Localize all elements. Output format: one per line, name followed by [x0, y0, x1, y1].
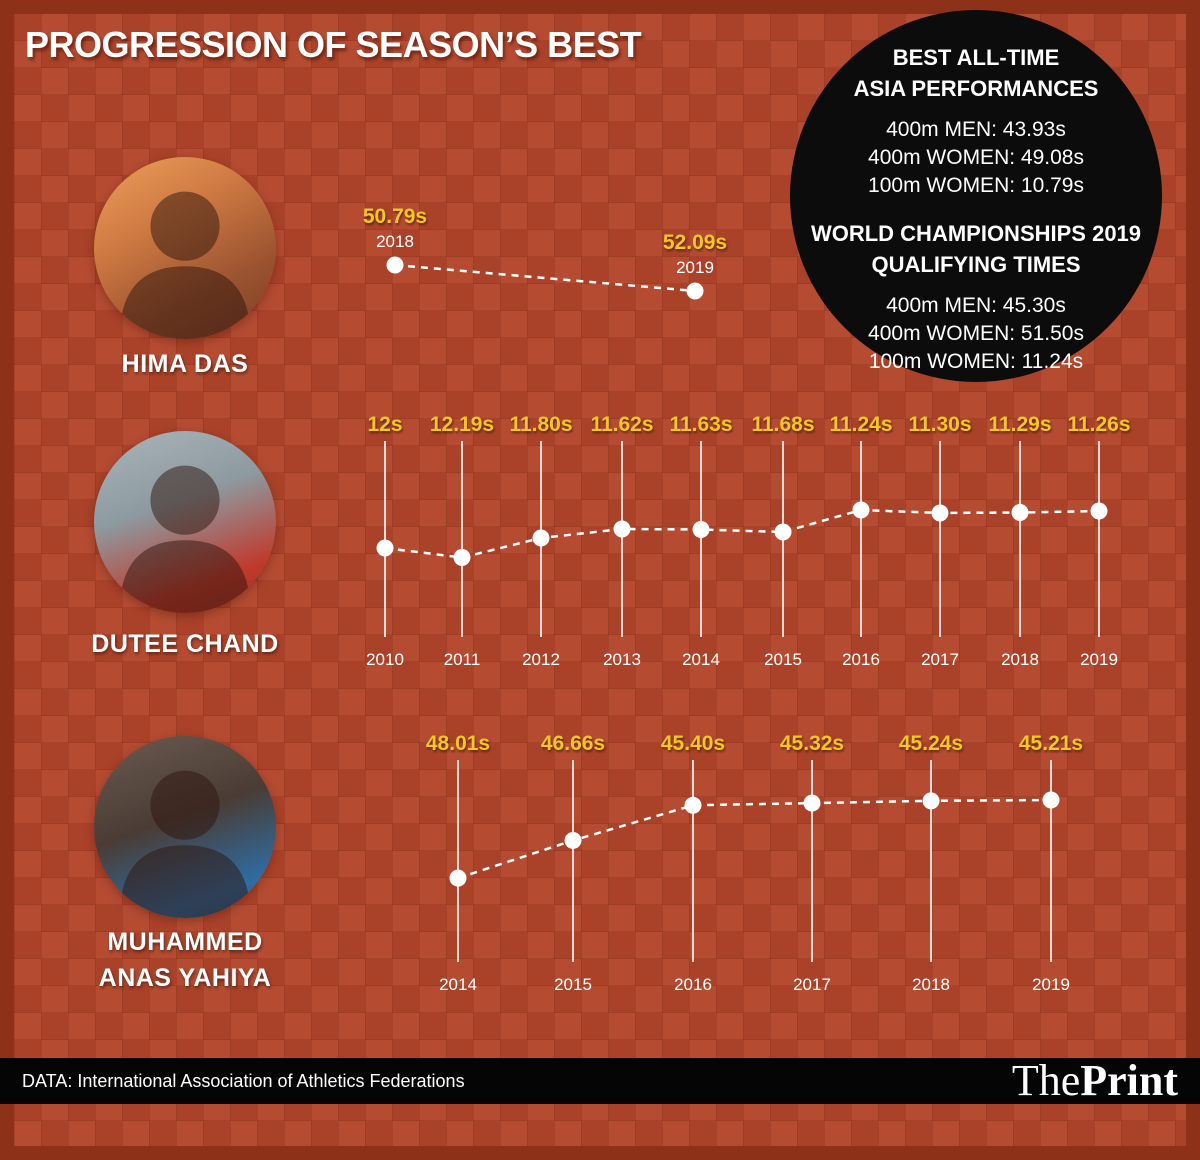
- trend-line: [384, 508, 1100, 559]
- trend-line: [457, 798, 1052, 880]
- stats-heading-line: ASIA PERFORMANCES: [853, 76, 1099, 101]
- chart-dot: [532, 529, 550, 547]
- data-source-text: DATA: International Association of Athle…: [22, 1070, 465, 1091]
- stat-line: 100m WOMEN: 10.79s: [868, 174, 1084, 197]
- athlete-name-dutee-chand: DUTEE CHAND: [91, 630, 279, 658]
- theprint-logo: ThePrint: [1012, 1059, 1178, 1103]
- stats-heading-line: QUALIFYING TIMES: [871, 252, 1081, 277]
- chart-dot: [922, 792, 940, 810]
- chart-dot: [449, 869, 467, 887]
- stat-line: 400m WOMEN: 51.50s: [868, 322, 1084, 345]
- chart-dot: [692, 521, 710, 538]
- page-title: PROGRESSION OF SEASON’S BEST: [25, 24, 642, 65]
- athlete-photo-muhammed-anas: [94, 736, 276, 918]
- chart-dot: [803, 794, 821, 812]
- person-icon: [119, 191, 251, 339]
- chart-dot: [774, 523, 792, 541]
- athlete-photo-dutee-chand: [94, 431, 276, 613]
- chart-dot: [1090, 502, 1108, 520]
- theprint-logo-the: The: [1011, 1056, 1081, 1105]
- chart-dot: [613, 520, 631, 538]
- chart-dot: [852, 501, 870, 519]
- athlete-name-muhammed-anas-line2: ANAS YAHIYA: [98, 964, 272, 992]
- chart-dot: [376, 539, 394, 557]
- chart-dot: [386, 256, 404, 274]
- trend-line: [394, 263, 696, 293]
- chart-dot: [453, 549, 471, 566]
- stats-heading-line: BEST ALL-TIME: [892, 45, 1060, 70]
- chart-dot: [564, 831, 582, 849]
- chart-dot: [1042, 791, 1060, 809]
- stat-line: 400m WOMEN: 49.08s: [868, 146, 1084, 169]
- chart-dot: [686, 282, 704, 300]
- chart-dot: [1011, 504, 1029, 521]
- athlete-name-hima-das: HIMA DAS: [121, 350, 249, 378]
- theprint-logo-print: Print: [1080, 1056, 1178, 1105]
- person-icon: [119, 770, 251, 918]
- stats-circle: BEST ALL-TIME ASIA PERFORMANCES 400m MEN…: [790, 10, 1162, 382]
- stat-line: 100m WOMEN: 11.24s: [868, 350, 1084, 373]
- footer-bar: DATA: International Association of Athle…: [0, 1058, 1200, 1104]
- stat-line: 400m MEN: 45.30s: [886, 294, 1066, 317]
- person-icon: [119, 465, 251, 613]
- chart-dot: [684, 796, 702, 814]
- chart-dot: [931, 504, 949, 522]
- athlete-name-muhammed-anas-line1: MUHAMMED: [107, 928, 263, 956]
- athlete-photo-hima-das: [94, 157, 276, 339]
- stats-heading-line: WORLD CHAMPIONSHIPS 2019: [810, 221, 1142, 246]
- stat-line: 400m MEN: 43.93s: [886, 118, 1066, 141]
